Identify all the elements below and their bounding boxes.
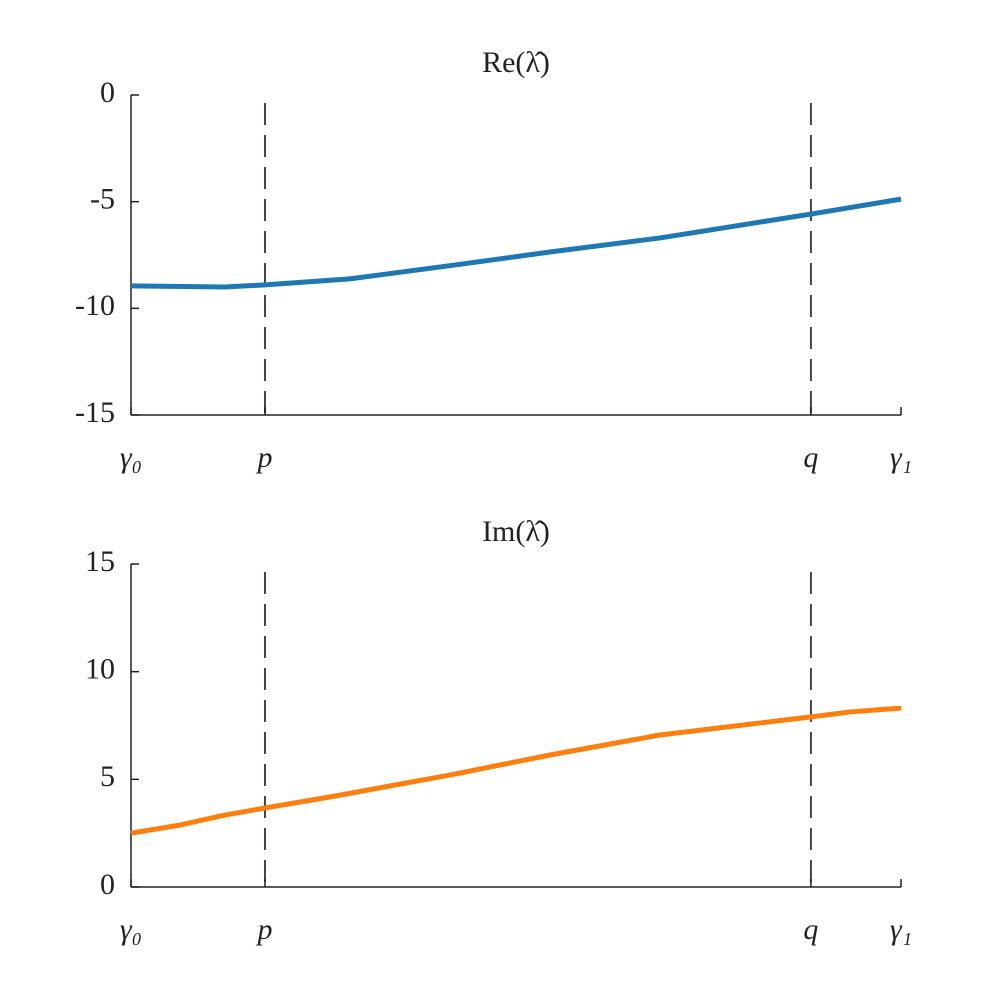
- chart-title: Im(λ̂): [482, 515, 550, 548]
- x-tick-label: q: [803, 913, 818, 946]
- x-tick-label: γ₀: [120, 441, 142, 474]
- x-tick-label: q: [803, 441, 818, 474]
- x-tick-label: p: [255, 913, 272, 946]
- y-tick-label: 0: [100, 868, 115, 901]
- y-tick-label: 0: [100, 76, 115, 109]
- data-line: [130, 196, 902, 290]
- data-line: [130, 705, 902, 836]
- x-tick-label: p: [255, 441, 272, 474]
- x-tick-label: γ₁: [890, 441, 912, 474]
- y-tick-label: -5: [90, 183, 115, 216]
- y-tick-label: -15: [75, 396, 115, 429]
- y-tick-label: 15: [85, 545, 115, 578]
- chart-title: Re(λ̂): [482, 46, 550, 79]
- y-tick-label: 10: [85, 653, 115, 686]
- x-tick-label: γ₀: [120, 913, 142, 946]
- y-tick-label: -10: [75, 289, 115, 322]
- y-tick-label: 5: [100, 760, 115, 793]
- x-tick-label: γ₁: [890, 913, 912, 946]
